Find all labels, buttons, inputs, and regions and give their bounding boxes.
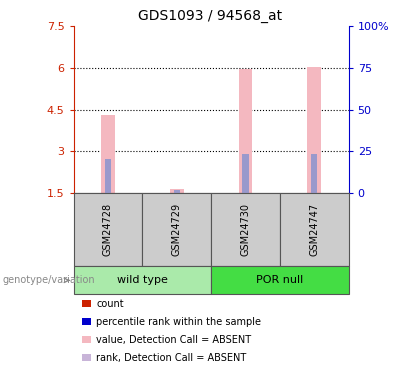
Text: wild type: wild type: [117, 275, 168, 285]
Text: value, Detection Call = ABSENT: value, Detection Call = ABSENT: [96, 335, 251, 345]
Text: POR null: POR null: [256, 275, 303, 285]
Text: percentile rank within the sample: percentile rank within the sample: [96, 317, 261, 327]
Text: count: count: [96, 299, 124, 309]
Bar: [311, 154, 317, 193]
Bar: [105, 159, 111, 193]
Text: GSM24729: GSM24729: [172, 203, 182, 256]
Text: rank, Detection Call = ABSENT: rank, Detection Call = ABSENT: [96, 353, 247, 363]
Text: GDS1093 / 94568_at: GDS1093 / 94568_at: [138, 9, 282, 23]
Text: genotype/variation: genotype/variation: [2, 275, 95, 285]
Text: GSM24730: GSM24730: [240, 203, 250, 256]
Text: GSM24728: GSM24728: [103, 203, 113, 256]
Text: GSM24747: GSM24747: [309, 203, 319, 256]
Bar: [307, 67, 321, 193]
Bar: [170, 189, 184, 193]
Bar: [173, 190, 180, 193]
Bar: [239, 69, 252, 193]
Bar: [242, 154, 249, 193]
Bar: [101, 115, 115, 193]
